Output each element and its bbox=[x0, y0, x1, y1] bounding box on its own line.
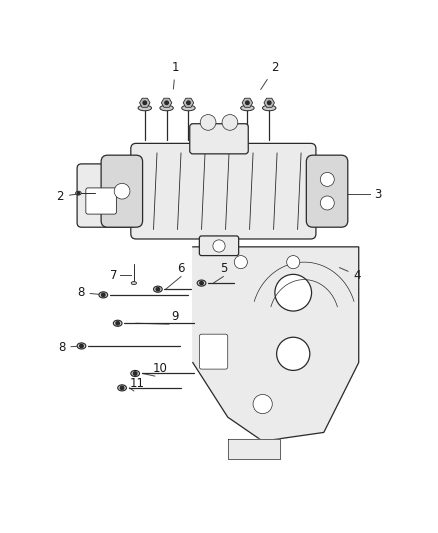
Circle shape bbox=[114, 183, 130, 199]
Circle shape bbox=[156, 287, 159, 291]
FancyBboxPatch shape bbox=[77, 164, 136, 227]
Ellipse shape bbox=[131, 370, 140, 376]
FancyBboxPatch shape bbox=[131, 143, 316, 239]
FancyBboxPatch shape bbox=[190, 124, 248, 154]
Ellipse shape bbox=[160, 105, 173, 111]
Circle shape bbox=[134, 372, 137, 375]
Circle shape bbox=[277, 337, 310, 370]
Ellipse shape bbox=[153, 286, 162, 292]
Circle shape bbox=[102, 293, 105, 297]
Ellipse shape bbox=[240, 105, 254, 111]
Text: 3: 3 bbox=[374, 188, 381, 201]
Ellipse shape bbox=[138, 105, 152, 111]
FancyBboxPatch shape bbox=[306, 155, 348, 227]
Circle shape bbox=[287, 256, 300, 269]
Circle shape bbox=[320, 172, 334, 187]
Circle shape bbox=[234, 256, 247, 269]
Circle shape bbox=[80, 344, 83, 348]
FancyBboxPatch shape bbox=[86, 188, 117, 214]
Circle shape bbox=[200, 115, 216, 130]
Text: 2: 2 bbox=[261, 61, 279, 90]
Text: 10: 10 bbox=[152, 362, 167, 375]
Circle shape bbox=[143, 101, 147, 104]
Circle shape bbox=[268, 101, 271, 104]
Circle shape bbox=[77, 192, 80, 195]
FancyBboxPatch shape bbox=[199, 236, 239, 256]
Circle shape bbox=[275, 274, 311, 311]
Circle shape bbox=[320, 196, 334, 210]
Text: 5: 5 bbox=[220, 262, 227, 275]
Circle shape bbox=[120, 386, 124, 390]
Circle shape bbox=[187, 101, 190, 104]
Circle shape bbox=[116, 321, 120, 325]
Polygon shape bbox=[228, 439, 280, 458]
Text: 2: 2 bbox=[57, 190, 80, 203]
Text: 9: 9 bbox=[171, 310, 178, 323]
Ellipse shape bbox=[77, 343, 86, 349]
Circle shape bbox=[222, 115, 238, 130]
Ellipse shape bbox=[131, 281, 137, 285]
Text: 8: 8 bbox=[58, 341, 80, 354]
Ellipse shape bbox=[197, 280, 206, 286]
Ellipse shape bbox=[262, 105, 276, 111]
Ellipse shape bbox=[118, 385, 127, 391]
Ellipse shape bbox=[76, 191, 81, 195]
Text: 8: 8 bbox=[77, 286, 103, 299]
Ellipse shape bbox=[113, 320, 122, 326]
Polygon shape bbox=[193, 247, 359, 441]
Ellipse shape bbox=[99, 292, 108, 298]
Text: 4: 4 bbox=[339, 268, 361, 282]
Circle shape bbox=[200, 281, 203, 285]
Text: 6: 6 bbox=[177, 262, 185, 275]
Text: 11: 11 bbox=[130, 377, 145, 390]
Text: 7: 7 bbox=[110, 269, 118, 282]
Circle shape bbox=[213, 240, 225, 252]
FancyBboxPatch shape bbox=[199, 334, 228, 369]
Circle shape bbox=[165, 101, 168, 104]
Circle shape bbox=[246, 101, 249, 104]
Text: 1: 1 bbox=[172, 61, 179, 89]
Circle shape bbox=[253, 394, 272, 414]
Ellipse shape bbox=[182, 105, 195, 111]
FancyBboxPatch shape bbox=[101, 155, 143, 227]
